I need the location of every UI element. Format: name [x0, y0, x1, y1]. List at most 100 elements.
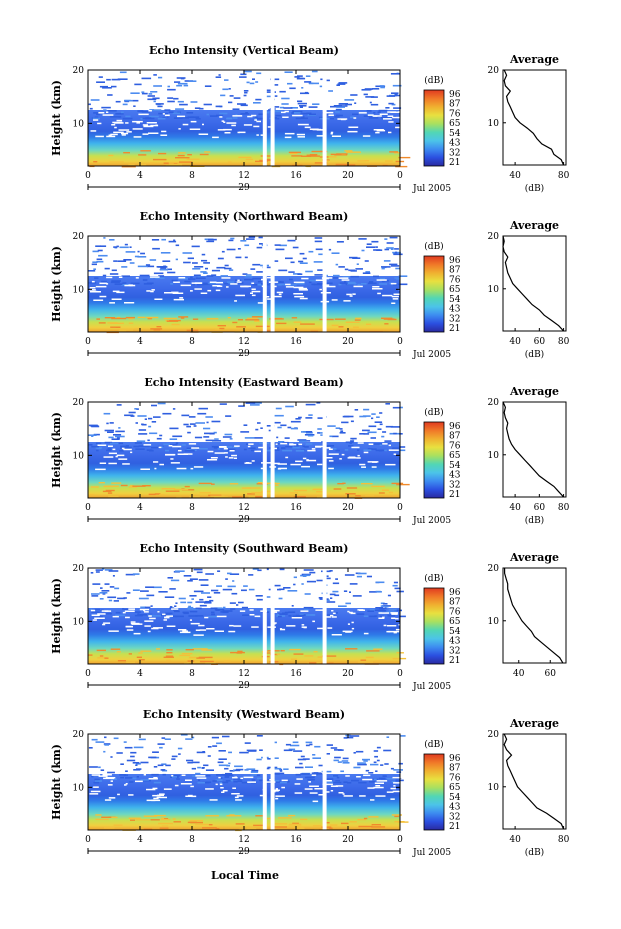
echo-cell	[397, 283, 408, 286]
echo-cell	[316, 491, 323, 493]
echo-gap	[170, 458, 174, 460]
echo-cell	[333, 274, 340, 277]
echo-gap	[108, 630, 119, 632]
echo-cell	[158, 76, 163, 79]
echo-gap	[346, 293, 352, 296]
echo-cell	[138, 163, 147, 166]
echo-gap	[93, 119, 99, 121]
echo-cell	[299, 117, 308, 120]
echo-cell	[96, 260, 104, 263]
echo-cell	[133, 746, 144, 749]
data-gap	[322, 70, 327, 166]
echo-cell	[110, 648, 121, 650]
echo-gap	[378, 617, 385, 619]
echo-cell	[392, 84, 402, 87]
echo-gap	[226, 122, 237, 124]
y-tick-label: 10	[73, 119, 85, 129]
echo-cell	[172, 776, 177, 778]
echo-cell	[386, 247, 394, 249]
echo-gap	[174, 784, 179, 787]
echo-cell	[336, 153, 348, 155]
y-tick-label: 10	[73, 617, 85, 627]
echo-cell	[211, 483, 215, 485]
echo-cell	[314, 745, 321, 748]
profile-x-tick-label: 40	[509, 171, 521, 181]
echo-gap	[209, 799, 218, 801]
echo-cell	[373, 443, 384, 445]
echo-cell	[109, 273, 119, 275]
echo-cell	[379, 412, 383, 414]
echo-gap	[390, 612, 398, 614]
echo-cell	[343, 590, 348, 592]
echo-cell	[185, 649, 194, 651]
echo-cell	[394, 94, 401, 97]
echo-gap	[128, 284, 133, 286]
echo-cell	[104, 317, 116, 319]
echo-gap	[251, 114, 257, 117]
echo-cell	[162, 260, 171, 262]
echo-cell	[291, 605, 294, 607]
echo-gap	[228, 630, 236, 633]
echo-gap	[121, 132, 129, 135]
echo-cell	[288, 151, 301, 154]
echo-gap	[330, 790, 334, 792]
echo-cell	[329, 593, 336, 596]
echo-gap	[112, 290, 120, 293]
echo-cell	[121, 275, 130, 277]
echo-cell	[100, 769, 105, 771]
echo-cell	[211, 274, 217, 276]
echo-cell	[238, 601, 244, 604]
echo-cell	[305, 417, 313, 419]
echo-gap	[331, 634, 342, 636]
echo-cell	[148, 93, 153, 95]
echo-gap	[350, 612, 356, 615]
echo-cell	[277, 284, 282, 286]
echo-gap	[274, 285, 277, 288]
x-tick-label: 4	[137, 337, 143, 347]
echo-cell	[101, 590, 110, 592]
x-tick-label: 4	[137, 669, 143, 679]
echo-cell	[99, 598, 104, 600]
echo-cell	[119, 246, 129, 249]
echo-cell	[351, 779, 359, 782]
echo-cell	[169, 427, 179, 430]
echo-cell	[243, 424, 248, 426]
echo-gap	[393, 631, 397, 634]
x-tick-label: 20	[342, 171, 354, 181]
echo-cell	[107, 448, 112, 450]
echo-cell	[395, 267, 400, 270]
echo-cell	[277, 588, 281, 591]
echo-cell	[257, 280, 262, 283]
echo-gap	[89, 287, 96, 289]
echo-cell	[155, 103, 164, 105]
echo-cell	[274, 95, 278, 97]
echo-cell	[312, 757, 321, 759]
echo-cell	[387, 615, 395, 617]
echo-cell	[296, 827, 305, 830]
echo-cell	[91, 611, 94, 614]
profile-x-tick-label: 80	[558, 171, 570, 181]
profile-x-tick-label: 40	[513, 669, 525, 679]
echo-cell	[167, 88, 176, 91]
echo-gap	[135, 780, 143, 783]
echo-gap	[103, 622, 111, 624]
echo-cell	[214, 607, 223, 609]
echo-gap	[309, 128, 319, 130]
echo-cell	[373, 750, 379, 752]
echo-gap	[114, 126, 117, 129]
echo-cell	[204, 151, 211, 153]
echo-gap	[362, 135, 371, 137]
echo-cell	[357, 572, 367, 575]
echo-cell	[154, 814, 166, 817]
echo-cell	[203, 262, 210, 264]
echo-cell	[136, 763, 141, 765]
profile-y-tick-label: 10	[488, 451, 500, 461]
echo-cell	[385, 425, 394, 428]
echo-cell	[125, 770, 128, 772]
x-tick-label: 0	[397, 669, 403, 679]
echo-gap	[163, 788, 172, 790]
echo-gap	[306, 459, 317, 462]
echo-gap	[217, 129, 226, 131]
echo-cell	[226, 281, 235, 283]
echo-cell	[113, 600, 119, 602]
